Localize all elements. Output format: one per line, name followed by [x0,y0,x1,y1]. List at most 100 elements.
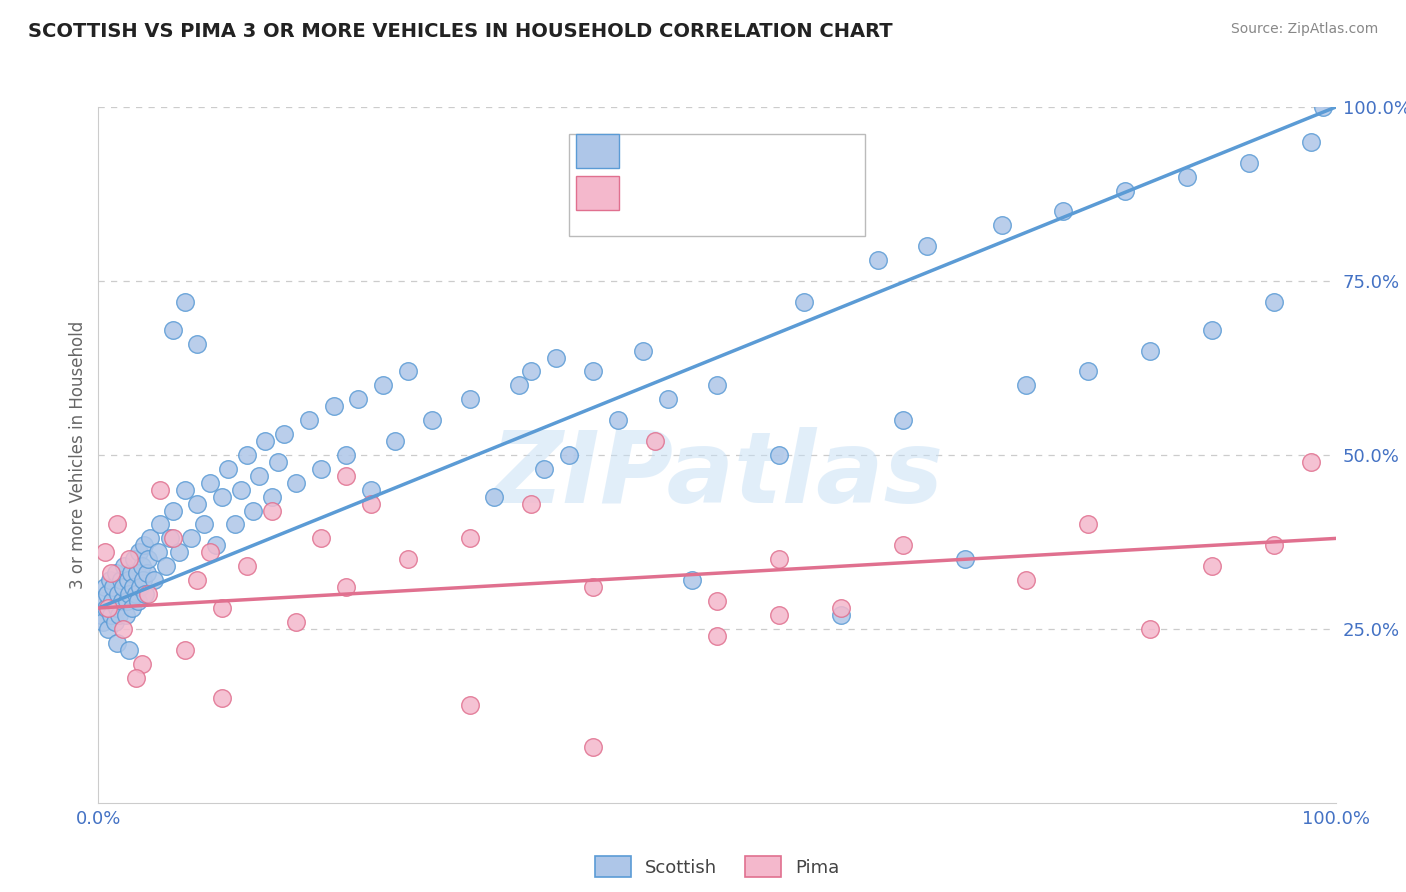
Legend: Scottish, Pima: Scottish, Pima [588,849,846,884]
Text: ZIPatlas: ZIPatlas [491,427,943,524]
Point [360,497,382,511]
Point [953,552,976,566]
Point [134,538,156,552]
Point [100,607,122,622]
Point [917,239,939,253]
Point [1263,294,1285,309]
Point [335,448,357,462]
Point [125,566,148,581]
Point [1077,517,1099,532]
Point [98,573,121,587]
Point [557,448,579,462]
Point [162,532,184,546]
Point [110,573,132,587]
Point [335,468,357,483]
Point [322,399,344,413]
Point [260,490,283,504]
Point [118,587,141,601]
Point [108,607,131,622]
Point [103,580,125,594]
Point [793,294,815,309]
Point [127,594,149,608]
Point [180,532,202,546]
Point [298,413,321,427]
Point [174,483,197,497]
Point [121,601,143,615]
Point [260,503,283,517]
Point [830,601,852,615]
Point [93,615,115,629]
Point [285,475,308,490]
Point [706,378,728,392]
Point [768,552,790,566]
Point [167,545,190,559]
Point [135,566,157,581]
Point [129,580,152,594]
Point [1175,169,1198,184]
Point [162,323,184,337]
Point [371,378,394,392]
Point [520,364,543,378]
Point [607,413,630,427]
Point [155,559,177,574]
Point [205,538,228,552]
Point [866,253,889,268]
Point [211,601,233,615]
Point [217,462,239,476]
Point [891,538,914,552]
Point [1312,100,1334,114]
Point [347,392,370,407]
Point [134,587,156,601]
Point [224,517,246,532]
Point [520,497,543,511]
Point [273,427,295,442]
Point [1052,204,1074,219]
Point [174,294,197,309]
Point [105,601,128,615]
Point [124,671,146,685]
Point [1139,622,1161,636]
Point [484,490,506,504]
Point [94,601,117,615]
Point [96,587,118,601]
Point [1237,155,1260,169]
Point [97,622,120,636]
Point [198,475,221,490]
Point [422,413,444,427]
Point [91,594,114,608]
Point [229,483,252,497]
Point [122,580,145,594]
Point [97,601,120,615]
Point [582,364,605,378]
Point [1015,378,1038,392]
Point [1139,343,1161,358]
Point [285,615,308,629]
Point [1299,455,1322,469]
Point [132,573,155,587]
Point [117,573,139,587]
Point [1201,323,1223,337]
Point [131,559,153,574]
Point [105,517,128,532]
Point [396,364,419,378]
Text: R = 0.564   N = 106: R = 0.564 N = 106 [630,138,811,156]
Point [107,587,129,601]
Point [105,636,128,650]
Point [211,691,233,706]
Point [146,545,169,559]
Point [681,573,703,587]
Point [396,552,419,566]
Point [124,552,146,566]
Point [120,566,142,581]
Point [309,462,332,476]
Point [458,392,481,407]
Point [124,587,146,601]
Point [458,698,481,713]
Point [1299,135,1322,149]
Point [508,378,530,392]
Point [111,594,134,608]
Text: SCOTTISH VS PIMA 3 OR MORE VEHICLES IN HOUSEHOLD CORRELATION CHART: SCOTTISH VS PIMA 3 OR MORE VEHICLES IN H… [28,22,893,41]
Point [242,503,264,517]
Point [131,657,153,671]
Point [159,532,181,546]
